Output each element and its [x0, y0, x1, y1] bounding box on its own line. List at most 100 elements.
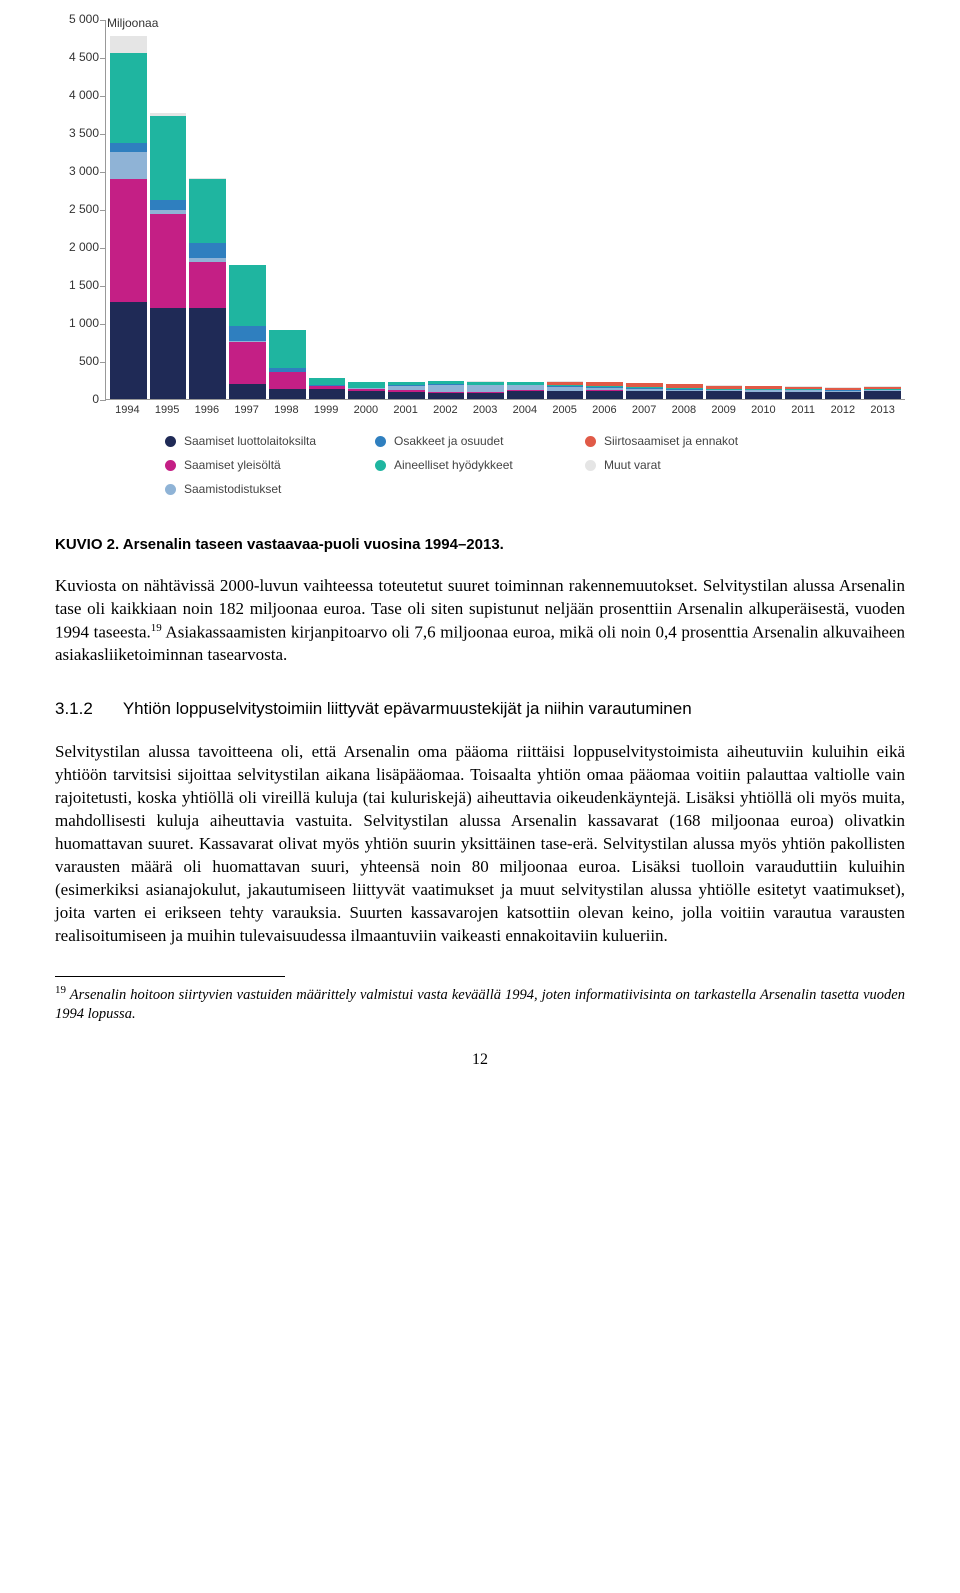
bar-1996 [189, 20, 226, 399]
seg-saamiset_luottolaitoksilta [507, 391, 544, 399]
bar-1995 [150, 20, 187, 399]
x-tick-label: 1994 [109, 404, 146, 416]
section-title: Yhtiön loppuselvitystoimiin liittyvät ep… [123, 699, 692, 719]
x-tick-label: 2007 [626, 404, 663, 416]
legend-label: Osakkeet ja osuudet [394, 434, 503, 448]
bar-1994 [110, 20, 147, 399]
legend-label: Muut varat [604, 458, 661, 472]
x-tick-label: 1998 [268, 404, 305, 416]
page-number: 12 [55, 1051, 905, 1069]
bar-2004 [507, 20, 544, 399]
seg-saamiset_luottolaitoksilta [348, 391, 385, 399]
legend-item-muut_varat: Muut varat [585, 458, 805, 472]
legend-dot [375, 460, 386, 471]
bar-2010 [745, 20, 782, 399]
seg-saamiset_luottolaitoksilta [428, 393, 465, 399]
seg-osakkeet_ja_osuudet [150, 200, 187, 210]
paragraph-1: Kuviosta on nähtävissä 2000-luvun vaihte… [55, 575, 905, 667]
seg-saamistodistukset [428, 385, 465, 392]
y-tick-label: 0 [55, 392, 99, 406]
seg-saamiset_luottolaitoksilta [825, 392, 862, 399]
seg-aineelliset_hyodykkeet [269, 330, 306, 368]
x-tick-label: 2001 [387, 404, 424, 416]
seg-saamiset_luottolaitoksilta [309, 389, 346, 399]
bar-2000 [348, 20, 385, 399]
legend-item-saamistodistukset: Saamistodistukset [165, 482, 375, 496]
y-tick-label: 5 000 [55, 12, 99, 26]
bar-2006 [586, 20, 623, 399]
legend-label: Saamiset luottolaitoksilta [184, 434, 316, 448]
chart-legend: Saamiset luottolaitoksilta Osakkeet ja os… [165, 434, 905, 496]
seg-aineelliset_hyodykkeet [309, 378, 346, 385]
bar-2007 [626, 20, 663, 399]
bar-2009 [706, 20, 743, 399]
x-tick-label: 2008 [666, 404, 703, 416]
y-tick-label: 1 500 [55, 278, 99, 292]
x-tick-label: 1997 [228, 404, 265, 416]
x-tick-label: 2012 [825, 404, 862, 416]
seg-osakkeet_ja_osuudet [110, 143, 147, 152]
seg-saamiset_luottolaitoksilta [706, 391, 743, 399]
seg-saamiset_luottolaitoksilta [864, 391, 901, 399]
x-tick-label: 2002 [427, 404, 464, 416]
seg-saamiset_luottolaitoksilta [547, 391, 584, 399]
x-tick-label: 2000 [348, 404, 385, 416]
x-tick-label: 2006 [586, 404, 623, 416]
seg-aineelliset_hyodykkeet [110, 53, 147, 143]
seg-saamiset_luottolaitoksilta [229, 384, 266, 399]
legend-label: Saamiset yleisöltä [184, 458, 281, 472]
seg-osakkeet_ja_osuudet [229, 326, 266, 341]
legend-label: Aineelliset hyödykkeet [394, 458, 513, 472]
section-number: 3.1.2 [55, 699, 93, 719]
x-tick-label: 2011 [785, 404, 822, 416]
legend-item-saamiset_luottolaitoksilta: Saamiset luottolaitoksilta [165, 434, 375, 448]
y-tick-label: 4 000 [55, 88, 99, 102]
seg-saamiset_luottolaitoksilta [666, 391, 703, 399]
x-axis-labels: 1994199519961997199819992000200120022003… [105, 400, 905, 416]
seg-saamiset_luottolaitoksilta [189, 308, 226, 399]
seg-saamiset_luottolaitoksilta [785, 392, 822, 399]
y-tick-label: 2 000 [55, 240, 99, 254]
y-tick-label: 3 000 [55, 164, 99, 178]
y-tick-label: 500 [55, 354, 99, 368]
bar-2012 [825, 20, 862, 399]
legend-dot [585, 436, 596, 447]
x-tick-label: 1995 [149, 404, 186, 416]
y-tick-label: 2 500 [55, 202, 99, 216]
y-tick-label: 1 000 [55, 316, 99, 330]
bar-2008 [666, 20, 703, 399]
bar-2003 [467, 20, 504, 399]
seg-aineelliset_hyodykkeet [229, 265, 266, 326]
footnote: 19 Arsenalin hoitoon siirtyvien vastuide… [55, 983, 905, 1025]
bar-1998 [269, 20, 306, 399]
seg-muut_varat [110, 36, 147, 53]
seg-saamiset_luottolaitoksilta [626, 391, 663, 399]
seg-saamistodistukset [110, 152, 147, 179]
seg-saamiset_yleisolta [110, 179, 147, 302]
seg-saamiset_luottolaitoksilta [150, 308, 187, 399]
x-tick-label: 2003 [467, 404, 504, 416]
seg-saamiset_luottolaitoksilta [467, 393, 504, 399]
x-tick-label: 2004 [507, 404, 544, 416]
legend-label: Siirtosaamiset ja ennakot [604, 434, 738, 448]
seg-saamiset_luottolaitoksilta [745, 392, 782, 399]
section-heading: 3.1.2 Yhtiön loppuselvitystoimiin liitty… [55, 699, 905, 719]
seg-saamiset_yleisolta [229, 342, 266, 384]
plot-area [105, 20, 905, 400]
seg-aineelliset_hyodykkeet [189, 179, 226, 244]
chart-caption: KUVIO 2. Arsenalin taseen vastaavaa-puol… [55, 536, 905, 553]
bar-2011 [785, 20, 822, 399]
legend-item-aineelliset_hyodykkeet: Aineelliset hyödykkeet [375, 458, 585, 472]
legend-item-osakkeet_ja_osuudet: Osakkeet ja osuudet [375, 434, 585, 448]
seg-saamiset_luottolaitoksilta [110, 302, 147, 399]
seg-osakkeet_ja_osuudet [189, 243, 226, 258]
bar-1999 [309, 20, 346, 399]
x-tick-label: 2013 [864, 404, 901, 416]
legend-item-saamiset_yleisolta: Saamiset yleisöltä [165, 458, 375, 472]
bar-2005 [547, 20, 584, 399]
seg-saamiset_yleisolta [150, 214, 187, 307]
seg-saamiset_yleisolta [189, 262, 226, 308]
y-tick-label: 3 500 [55, 126, 99, 140]
legend-dot [165, 460, 176, 471]
x-tick-label: 1996 [189, 404, 226, 416]
